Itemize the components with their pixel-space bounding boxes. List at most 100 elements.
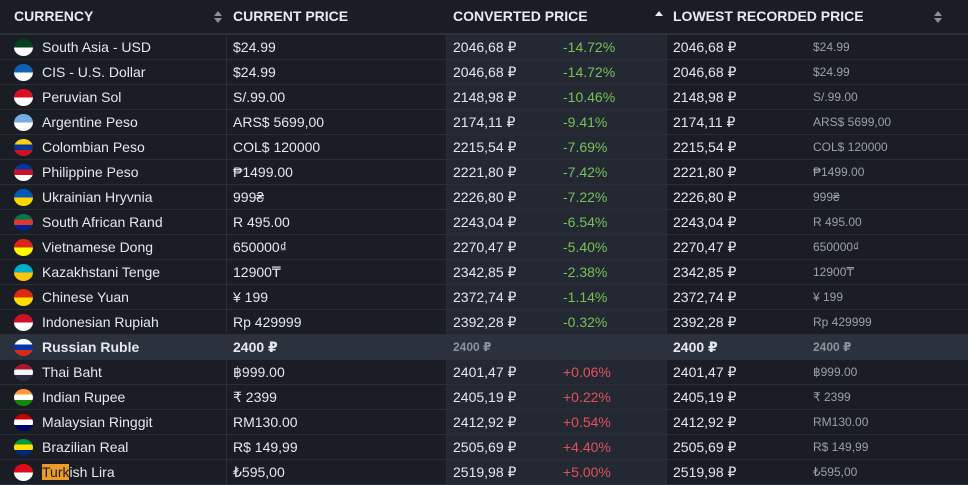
price-difference-percent: -7.42% — [563, 164, 608, 180]
lowest-original-price: $24.99 — [813, 40, 850, 54]
column-divider — [446, 210, 447, 235]
table-row[interactable]: Philippine Peso ₱1499.00 2221,80 ₽ -7.42% 22… — [0, 160, 968, 185]
current-price-column-header[interactable]: CURRENT PRICE — [233, 8, 349, 24]
current-price: ₹ 2399 — [233, 389, 277, 405]
table-row[interactable]: South African Rand R 495.00 2243,04 ₽ -6.54… — [0, 210, 968, 235]
price-difference-percent: -10.46% — [563, 89, 616, 105]
search-match-highlight: Turk — [42, 464, 70, 480]
table-row[interactable]: Russian Ruble 2400 ₽ 2400 ₽ 2400 ₽ 2400 ₽ — [0, 335, 968, 360]
converted-column-shade — [446, 360, 666, 385]
column-divider — [226, 410, 227, 435]
converted-price: 2148,98 ₽ — [453, 89, 517, 105]
lowest-original-price: 2400 ₽ — [813, 340, 852, 354]
lowest-converted-price: 2519,98 ₽ — [673, 464, 737, 480]
lowest-original-price: COL$ 120000 — [813, 140, 888, 154]
current-price: 999₴ — [233, 189, 265, 205]
column-divider — [226, 385, 227, 410]
current-price: RM130.00 — [233, 414, 298, 430]
column-divider — [666, 385, 667, 410]
currency-column-header[interactable]: CURRENCY — [14, 8, 94, 24]
ua-flag-icon — [14, 189, 33, 206]
table-row[interactable]: CIS - U.S. Dollar $24.99 2046,68 ₽ -14.72% 2… — [0, 60, 968, 85]
table-row[interactable]: Chinese Yuan ¥ 199 2372,74 ₽ -1.14% 2372,74 … — [0, 285, 968, 310]
table-row[interactable]: South Asia - USD $24.99 2046,68 ₽ -14.72% 20… — [0, 35, 968, 60]
lowest-original-price: 650000₫ — [813, 240, 860, 254]
lowest-original-price: ARS$ 5699,00 — [813, 115, 892, 129]
price-difference-percent: -5.40% — [563, 239, 608, 255]
column-divider — [446, 60, 447, 85]
converted-price: 2342,85 ₽ — [453, 264, 517, 280]
lowest-price-sort-icon[interactable] — [932, 0, 944, 33]
converted-column-shade — [446, 60, 666, 85]
table-row[interactable]: Indonesian Rupiah Rp 429999 2392,28 ₽ -0.32… — [0, 310, 968, 335]
table-row[interactable]: Thai Baht ฿999.00 2401,47 ₽ +0.06% 2401,47 ₽… — [0, 360, 968, 385]
lowest-original-price: 999₴ — [813, 190, 840, 204]
lowest-converted-price: 2342,85 ₽ — [673, 264, 737, 280]
converted-column-shade — [446, 160, 666, 185]
converted-price-sort-asc-icon[interactable] — [653, 0, 665, 33]
table-row[interactable]: Malaysian Ringgit RM130.00 2412,92 ₽ +0.54%… — [0, 410, 968, 435]
converted-price: 2046,68 ₽ — [453, 39, 517, 55]
lowest-converted-price: 2226,80 ₽ — [673, 189, 737, 205]
table-row[interactable]: Ukrainian Hryvnia 999₴ 2226,80 ₽ -7.22% 2226… — [0, 185, 968, 210]
table-row[interactable]: Peruvian Sol S/.99.00 2148,98 ₽ -10.46% 2148… — [0, 85, 968, 110]
pk-flag-icon — [14, 39, 33, 56]
current-price: COL$ 120000 — [233, 139, 321, 155]
table-row[interactable]: Turkish Lira ₺595,00 2519,98 ₽ +5.00% 2519,9… — [0, 460, 968, 485]
column-divider — [666, 235, 667, 260]
column-divider — [226, 460, 227, 485]
currency-name-rest: ish Lira — [69, 464, 115, 480]
converted-column-shade — [446, 35, 666, 60]
column-divider — [446, 85, 447, 110]
converted-column-shade — [446, 435, 666, 460]
vn-flag-icon — [14, 239, 33, 256]
converted-price: 2392,28 ₽ — [453, 314, 517, 330]
table-row[interactable]: Brazilian Real R$ 149,99 2505,69 ₽ +4.40% 25… — [0, 435, 968, 460]
converted-column-shade — [446, 385, 666, 410]
currency-name: Kazakhstani Tenge — [42, 264, 161, 280]
lowest-converted-price: 2174,11 ₽ — [673, 114, 736, 130]
currency-name: South Asia - USD — [42, 39, 151, 55]
converted-price-column-header[interactable]: CONVERTED PRICE — [453, 8, 588, 24]
converted-column-shade — [446, 335, 666, 360]
converted-price: 2412,92 ₽ — [453, 414, 517, 430]
br-flag-icon — [14, 439, 33, 456]
lowest-converted-price: 2505,69 ₽ — [673, 439, 737, 455]
currency-name: Indonesian Rupiah — [42, 314, 159, 330]
currency-name: Turkish Lira — [42, 460, 115, 485]
th-flag-icon — [14, 364, 33, 381]
currency-name: Ukrainian Hryvnia — [42, 189, 153, 205]
lowest-original-price: ₹ 2399 — [813, 390, 851, 404]
column-divider — [226, 185, 227, 210]
price-difference-percent: -2.38% — [563, 264, 608, 280]
lowest-original-price: RM130.00 — [813, 415, 869, 429]
column-divider — [446, 435, 447, 460]
price-difference-percent: -9.41% — [563, 114, 608, 130]
table-row[interactable]: Argentine Peso ARS$ 5699,00 2174,11 ₽ -9.41… — [0, 110, 968, 135]
currency-sort-icon[interactable] — [212, 0, 224, 33]
table-row[interactable]: Indian Rupee ₹ 2399 2405,19 ₽ +0.22% 2405,19… — [0, 385, 968, 410]
lowest-converted-price: 2046,68 ₽ — [673, 39, 737, 55]
column-divider — [666, 85, 667, 110]
current-price: ₺595,00 — [233, 464, 285, 480]
id-flag-icon — [14, 314, 33, 331]
lowest-recorded-price-column-header[interactable]: LOWEST RECORDED PRICE — [673, 8, 864, 24]
current-price: ARS$ 5699,00 — [233, 114, 325, 130]
currency-name: Chinese Yuan — [42, 289, 129, 305]
current-price: 650000₫ — [233, 239, 287, 255]
converted-column-shade — [446, 285, 666, 310]
lowest-converted-price: 2405,19 ₽ — [673, 389, 737, 405]
converted-price: 2400 ₽ — [453, 340, 492, 354]
table-row[interactable]: Kazakhstani Tenge 12900₸ 2342,85 ₽ -2.38% 23… — [0, 260, 968, 285]
current-price: ฿999.00 — [233, 364, 285, 380]
converted-column-shade — [446, 110, 666, 135]
table-row[interactable]: Vietnamese Dong 650000₫ 2270,47 ₽ -5.40% 227… — [0, 235, 968, 260]
current-price: 2400 ₽ — [233, 339, 278, 355]
converted-column-shade — [446, 85, 666, 110]
co-flag-icon — [14, 139, 33, 156]
table-row[interactable]: Colombian Peso COL$ 120000 2215,54 ₽ -7.69%… — [0, 135, 968, 160]
lowest-converted-price: 2392,28 ₽ — [673, 314, 737, 330]
lowest-converted-price: 2215,54 ₽ — [673, 139, 737, 155]
converted-price: 2046,68 ₽ — [453, 64, 517, 80]
column-divider — [226, 235, 227, 260]
